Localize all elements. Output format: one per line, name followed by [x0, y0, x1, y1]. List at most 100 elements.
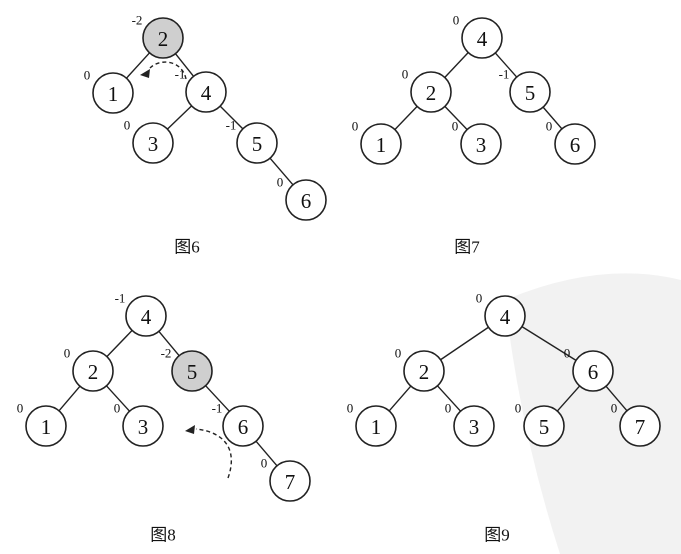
node-circle	[572, 350, 614, 392]
tree-edge	[394, 105, 418, 131]
balance-factor-label: -1	[175, 67, 186, 82]
figure-caption: 图9	[484, 526, 510, 545]
balance-factor-label: -1	[115, 291, 126, 306]
balance-factor-label: 0	[445, 401, 452, 416]
balance-factor-label: 0	[84, 68, 91, 83]
node-label: 3	[148, 132, 159, 156]
node-label: 4	[201, 81, 212, 105]
balance-factor-label: 0	[402, 67, 409, 82]
tree-node: 4 -1	[115, 291, 167, 337]
balance-factor-label: 0	[114, 401, 121, 416]
figure-caption: 图8	[150, 526, 176, 545]
node-circle	[222, 405, 264, 447]
balance-factor-label: 0	[17, 401, 24, 416]
tree-node: 5 -2	[161, 346, 213, 392]
node-label: 6	[588, 360, 599, 384]
node-circle	[461, 17, 503, 59]
tree-node: 40	[476, 291, 526, 337]
tree-node: 20	[402, 67, 452, 113]
tree-edge	[494, 52, 518, 78]
tree-node: 20	[64, 346, 114, 392]
node-circle	[132, 122, 174, 164]
node-label: 4	[500, 305, 511, 329]
tree-edge	[542, 106, 563, 130]
unbalanced-node-circle	[142, 17, 184, 59]
tree-edge	[255, 440, 278, 467]
tree-edge	[158, 330, 180, 357]
tree-edge	[440, 326, 489, 361]
tree-node: 30	[445, 401, 495, 447]
node-label: 6	[238, 415, 249, 439]
node-label: 1	[41, 415, 52, 439]
balance-factor-label: 0	[546, 119, 553, 134]
node-label: 2	[158, 27, 169, 51]
tree-edge	[105, 385, 131, 412]
tree-edge	[219, 105, 244, 130]
node-circle	[360, 123, 402, 165]
node-label: 5	[525, 81, 536, 105]
node-circle	[403, 350, 445, 392]
balance-factor-label: 0	[64, 346, 71, 361]
tree-edge	[166, 105, 193, 130]
node-circle	[72, 350, 114, 392]
tree-node: 60	[546, 119, 596, 165]
tree-node: 10	[347, 401, 397, 447]
figure-caption: 图7	[454, 238, 480, 257]
node-label: 5	[187, 360, 198, 384]
tree-node: 30	[124, 118, 174, 164]
tree-node: 2 -2	[132, 13, 184, 59]
tree-edge	[436, 385, 462, 412]
tree-node: 4 -1	[175, 67, 227, 113]
balance-factor-label: 0	[452, 119, 459, 134]
tree-edge	[58, 385, 81, 412]
balance-factor-label: 0	[347, 401, 354, 416]
tree-node: 5 -1	[499, 67, 551, 113]
balance-factor-label: 0	[395, 346, 402, 361]
node-label: 7	[635, 415, 646, 439]
rotation-arrow	[149, 61, 187, 80]
node-circle	[25, 405, 67, 447]
arrowhead-icon	[185, 425, 195, 434]
tree-node: 6 -1	[212, 401, 264, 447]
node-circle	[619, 405, 661, 447]
node-label: 6	[301, 189, 312, 213]
balance-factor-label: -1	[212, 401, 223, 416]
node-label: 2	[88, 360, 99, 384]
node-circle	[460, 123, 502, 165]
tree-node: 10	[17, 401, 67, 447]
node-circle	[410, 71, 452, 113]
tree-node: 40	[453, 13, 503, 59]
node-label: 5	[539, 415, 550, 439]
tree-edge	[521, 326, 577, 361]
balance-factor-label: 0	[124, 118, 131, 133]
tree-edge	[106, 329, 133, 358]
balance-factor-label: 0	[261, 456, 268, 471]
node-circle	[285, 179, 327, 221]
rotation-arrow	[195, 428, 232, 479]
unbalanced-node-circle	[171, 350, 213, 392]
tree-node: 20	[395, 346, 445, 392]
balance-factor-label: 0	[515, 401, 522, 416]
tree-edge	[174, 53, 195, 77]
node-label: 4	[477, 27, 488, 51]
tree-node: 60	[564, 346, 614, 392]
balance-factor-label: -1	[226, 118, 237, 133]
node-label: 2	[426, 81, 437, 105]
tree-node: 5 -1	[226, 118, 278, 164]
node-label: 1	[376, 133, 387, 157]
balance-factor-label: 0	[352, 119, 359, 134]
tree-edge	[605, 385, 628, 412]
node-circle	[484, 295, 526, 337]
arrowhead-icon	[140, 69, 150, 78]
node-label: 1	[371, 415, 382, 439]
node-circle	[122, 405, 164, 447]
node-circle	[554, 123, 596, 165]
node-label: 3	[476, 133, 487, 157]
node-circle	[92, 72, 134, 114]
node-label: 1	[108, 82, 119, 106]
tree-edge	[205, 385, 230, 412]
